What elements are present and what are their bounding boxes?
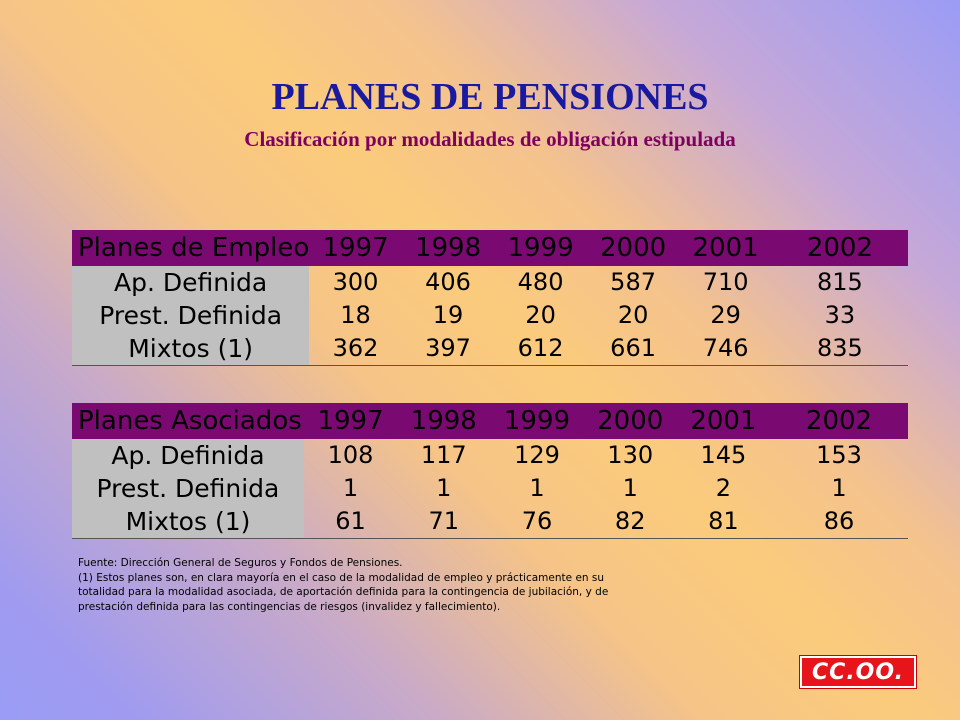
table-cell: 1 (529, 474, 545, 502)
footnote-line: totalidad para la modalidad asociada, de… (78, 586, 609, 598)
table-cell: 29 (710, 301, 741, 329)
table-cell: 612 (517, 334, 564, 362)
table-cell: 587 (610, 268, 656, 296)
ccoo-logo: CC.OO. (800, 656, 916, 688)
table-row: Prest. Definida 18 19 20 20 29 33 (72, 299, 908, 332)
footnote-line: prestación definida para las contingenci… (78, 600, 501, 613)
row-label: Mixtos (1) (72, 505, 304, 539)
row-label: Ap. Definida (72, 439, 304, 472)
year-header: 1997 (303, 403, 398, 439)
year-header: 2001 (679, 230, 772, 266)
table-cell: 129 (514, 441, 560, 469)
table-cell: 1 (436, 474, 452, 502)
table-cell: 33 (824, 301, 856, 329)
table-cell: 76 (521, 507, 553, 535)
row-label: Prest. Definida (72, 472, 304, 505)
table-cell: 20 (617, 301, 649, 329)
logo-text: CC.OO. (812, 659, 904, 685)
footnote: Fuente: Dirección General de Seguros y F… (78, 556, 638, 614)
table-cell: 480 (517, 268, 564, 296)
table-row: Mixtos (1) 61 71 76 82 81 86 (72, 505, 908, 539)
table-cell: 2 (715, 474, 732, 502)
footnote-line: (1) Estos planes son, en clara mayoría e… (78, 571, 605, 584)
year-header: 2001 (676, 403, 771, 439)
table-header-label: Planes Asociados (72, 403, 304, 439)
year-header: 1997 (309, 230, 402, 266)
table-cell: 20 (525, 301, 556, 329)
table-cell: 1 (622, 474, 638, 502)
table-cell: 86 (823, 507, 855, 535)
table-cell: 397 (425, 334, 471, 362)
table-row: Mixtos (1) 362 397 612 661 746 835 (72, 332, 908, 366)
table-cell: 71 (428, 507, 460, 535)
table-cell: 19 (432, 301, 464, 329)
row-label: Prest. Definida (72, 299, 310, 332)
table-cell: 153 (816, 441, 862, 469)
table-cell: 661 (610, 334, 656, 362)
year-header: 2000 (583, 403, 677, 439)
footnote-source: Fuente: Dirección General de Seguros y F… (78, 557, 403, 569)
table-planes-asociados: Planes Asociados 1997 1998 1999 2000 200… (72, 403, 908, 539)
table-cell: 61 (335, 507, 366, 535)
table-row: Ap. Definida 300 406 480 587 710 815 (72, 266, 908, 299)
year-header: 1999 (490, 403, 584, 439)
table-cell: 746 (702, 334, 749, 362)
table-header-label: Planes de Empleo (72, 230, 310, 266)
table-cell: 130 (607, 441, 654, 469)
table-cell: 145 (700, 441, 747, 469)
page-title: PLANES DE PENSIONES (271, 76, 709, 118)
year-header: 1998 (401, 230, 495, 266)
table-cell: 82 (614, 507, 646, 535)
table-planes-empleo: Planes de Empleo 1997 1998 1999 2000 200… (72, 230, 908, 366)
table-cell: 108 (327, 441, 374, 469)
table-cell: 1 (342, 474, 359, 502)
year-header: 2002 (771, 230, 908, 266)
year-header: 1998 (397, 403, 491, 439)
table-row: Prest. Definida 1 1 1 1 2 1 (72, 472, 908, 505)
table-cell: 81 (708, 507, 739, 535)
year-header: 1999 (494, 230, 587, 266)
table-cell: 406 (425, 268, 471, 296)
table-cell: 710 (702, 268, 749, 296)
table-cell: 117 (420, 441, 467, 469)
table-cell: 835 (817, 334, 863, 362)
year-header: 2000 (586, 230, 680, 266)
table-row: Ap. Definida 108 117 129 130 145 153 (72, 439, 908, 472)
year-header: 2002 (770, 403, 908, 439)
table-cell: 18 (340, 301, 371, 329)
table-cell: 300 (332, 268, 379, 296)
page-subtitle: Clasificación por modalidades de obligac… (244, 127, 736, 151)
row-label: Mixtos (1) (72, 332, 310, 366)
table-header-row: Planes Asociados 1997 1998 1999 2000 200… (72, 403, 908, 439)
table-header-row: Planes de Empleo 1997 1998 1999 2000 200… (72, 230, 908, 266)
row-label: Ap. Definida (72, 266, 310, 299)
table-cell: 815 (817, 268, 863, 296)
table-cell: 362 (332, 334, 379, 362)
table-cell: 1 (831, 474, 847, 502)
